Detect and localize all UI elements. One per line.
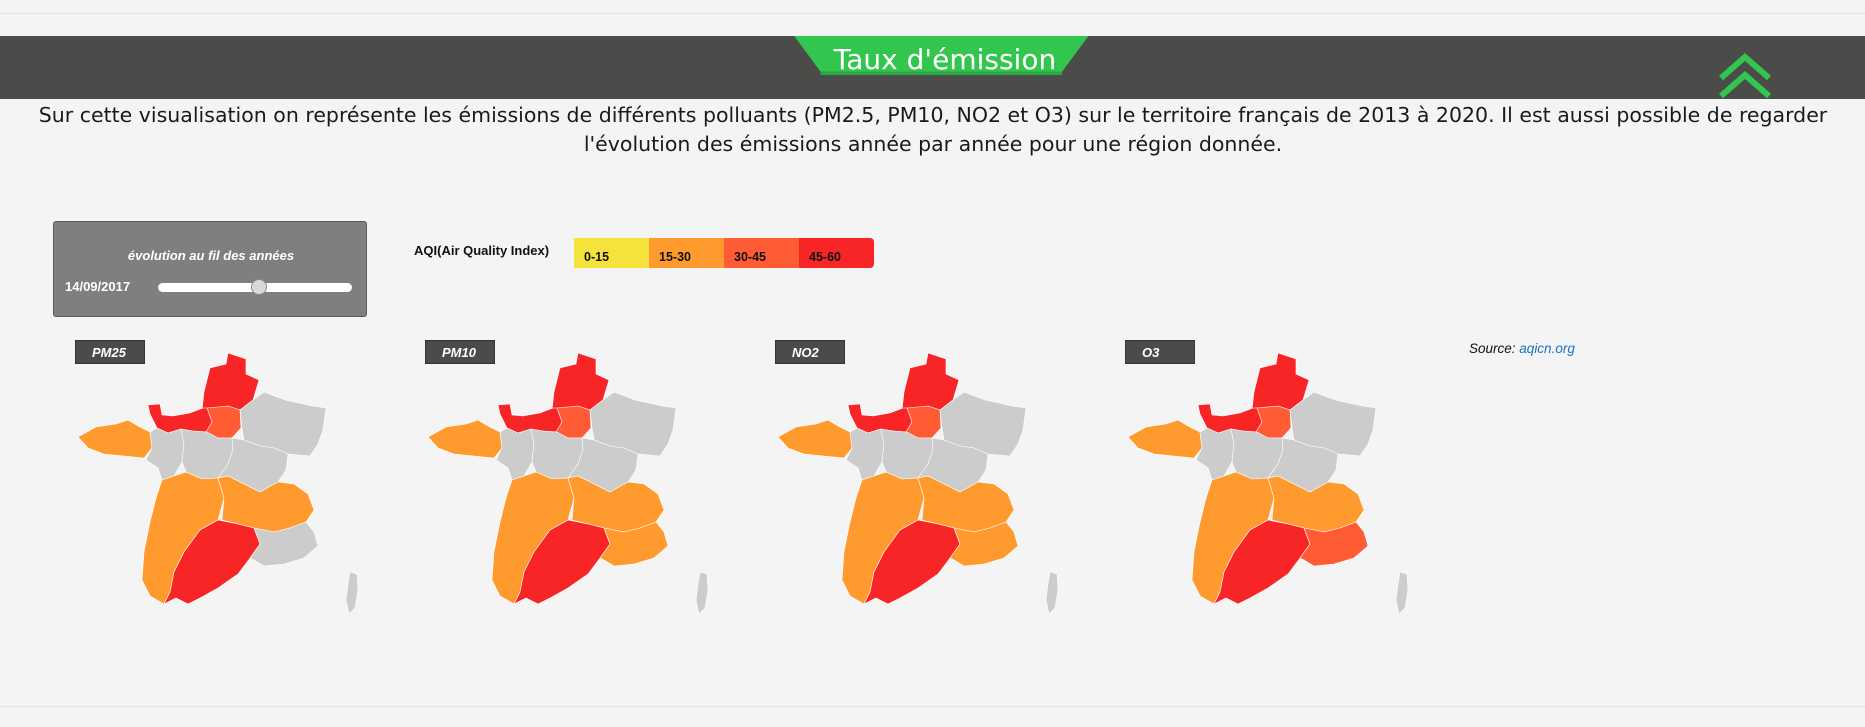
region-occitanie[interactable] (863, 519, 961, 605)
region-pays-de-la-loire[interactable] (495, 427, 535, 481)
year-slider-thumb[interactable] (250, 279, 267, 295)
region-grand-est[interactable] (1289, 391, 1377, 457)
page-title: Taux d'émission (833, 43, 1057, 76)
region-corse[interactable] (1395, 571, 1409, 615)
france-map-pm25 (78, 352, 359, 615)
bottom-divider (0, 706, 1865, 707)
year-slider-track[interactable] (158, 279, 352, 295)
slider-title: évolution au fil des années (127, 248, 295, 263)
year-slider-panel: évolution au fil des années 14/09/2017 (53, 221, 367, 317)
france-map-pm10 (428, 352, 709, 615)
region-pays-de-la-loire[interactable] (845, 427, 885, 481)
aqi-legend-item: 30-45 (724, 238, 799, 268)
region-paca[interactable] (1299, 521, 1369, 567)
region-hauts-de-france[interactable] (551, 352, 610, 411)
intro-text: Sur cette visualisation on représente le… (38, 103, 1828, 156)
top-divider (0, 13, 1865, 14)
region-auvergne-rhone-alpes[interactable] (1267, 475, 1365, 533)
map-label-pm10: PM10 (425, 340, 495, 364)
region-occitanie[interactable] (163, 519, 261, 605)
france-map-no2 (778, 352, 1059, 615)
region-pays-de-la-loire[interactable] (145, 427, 185, 481)
region-bretagne[interactable] (428, 419, 503, 459)
aqi-legend-item: 15-30 (649, 238, 724, 268)
source-link[interactable]: aqicn.org (1519, 341, 1575, 356)
scroll-to-top-icon[interactable] (1716, 52, 1774, 100)
region-auvergne-rhone-alpes[interactable] (567, 475, 665, 533)
region-auvergne-rhone-alpes[interactable] (217, 475, 315, 533)
region-paca[interactable] (249, 521, 319, 567)
region-grand-est[interactable] (239, 391, 327, 457)
map-label-no2: NO2 (775, 340, 845, 364)
region-pays-de-la-loire[interactable] (1195, 427, 1235, 481)
aqi-legend-item: 45-60 (799, 238, 874, 268)
region-hauts-de-france[interactable] (201, 352, 260, 411)
aqi-legend-title: AQI(Air Quality Index) (414, 243, 550, 258)
aqi-legend-item: 0-15 (574, 238, 649, 268)
region-corse[interactable] (345, 571, 359, 615)
region-paca[interactable] (949, 521, 1019, 567)
region-grand-est[interactable] (589, 391, 677, 457)
map-label-o3: O3 (1125, 340, 1195, 364)
region-bretagne[interactable] (1128, 419, 1203, 459)
region-corse[interactable] (1045, 571, 1059, 615)
region-hauts-de-france[interactable] (901, 352, 960, 411)
region-bretagne[interactable] (778, 419, 853, 459)
region-paca[interactable] (599, 521, 669, 567)
slider-date: 14/09/2017 (65, 279, 131, 294)
region-occitanie[interactable] (1213, 519, 1311, 605)
region-occitanie[interactable] (513, 519, 611, 605)
map-label-pm25: PM25 (75, 340, 145, 364)
region-corse[interactable] (695, 571, 709, 615)
france-map-o3 (1128, 352, 1409, 615)
source-label: Source: (1469, 341, 1516, 356)
region-grand-est[interactable] (939, 391, 1027, 457)
region-auvergne-rhone-alpes[interactable] (917, 475, 1015, 533)
region-hauts-de-france[interactable] (1251, 352, 1310, 411)
region-bretagne[interactable] (78, 419, 153, 459)
source-credit: Source: aqicn.org (1469, 341, 1575, 356)
aqi-legend: 0-15 15-30 30-45 45-60 (574, 238, 874, 268)
header-title-tab (794, 36, 1089, 76)
